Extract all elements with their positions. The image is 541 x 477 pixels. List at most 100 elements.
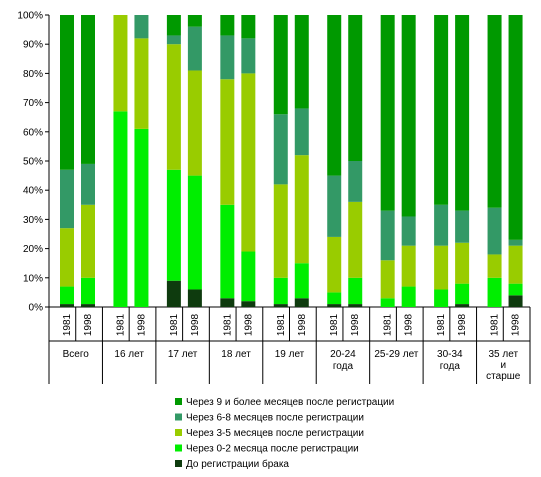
bar-segment xyxy=(60,15,74,170)
bar-segment xyxy=(220,204,235,299)
bar-segment xyxy=(327,292,342,305)
bar-segment xyxy=(401,15,416,217)
bar-segment xyxy=(113,15,128,112)
bar-segment xyxy=(401,286,416,307)
bar-segment xyxy=(241,251,256,302)
bar-segment xyxy=(166,15,181,36)
bars xyxy=(60,15,523,307)
bar-segment xyxy=(455,15,470,211)
bar-segment xyxy=(134,15,149,39)
year-label: 1981 xyxy=(329,313,340,336)
bar-segment xyxy=(434,15,449,205)
year-label: 1998 xyxy=(350,313,361,336)
category-label: 35 лет и старше xyxy=(486,349,521,382)
bar-segment xyxy=(327,304,342,307)
year-label: 1981 xyxy=(383,313,394,336)
legend-label: Через 3-5 месяцев после регистрации xyxy=(186,428,364,439)
legend-swatch xyxy=(175,398,182,405)
bar-segment xyxy=(327,236,342,293)
year-label: 1998 xyxy=(511,313,522,336)
y-tick-label: 50% xyxy=(23,157,43,168)
category-label: 17 лет xyxy=(168,349,198,360)
bar-segment xyxy=(241,73,256,252)
bar-segment xyxy=(273,277,288,305)
bar-segment xyxy=(273,304,288,307)
legend: Через 9 и более месяцев после регистраци… xyxy=(175,396,394,470)
legend-swatch xyxy=(175,413,182,421)
bar-segment xyxy=(134,128,149,307)
bar-segment xyxy=(60,286,74,305)
bar-segment xyxy=(487,254,502,278)
legend-label: Через 9 и более месяцев после регистраци… xyxy=(186,396,394,408)
bar-segment xyxy=(455,210,470,243)
bar-segment xyxy=(60,304,74,307)
year-label: 1998 xyxy=(83,313,94,336)
bar-segment xyxy=(187,70,202,176)
bar-segment xyxy=(166,280,181,307)
y-tick-label: 10% xyxy=(23,273,43,284)
bar-segment xyxy=(508,283,523,296)
legend-label: До регистрации брака xyxy=(186,458,289,470)
bar-segment xyxy=(380,210,395,261)
y-tick-label: 90% xyxy=(23,40,43,51)
bar-segment xyxy=(187,175,202,290)
bar-segment xyxy=(348,201,363,278)
bar-segment xyxy=(348,161,363,202)
category-label: 30-34 года xyxy=(437,349,463,372)
bar-segment xyxy=(273,114,288,185)
legend-label: Через 0-2 месяца после регистрации xyxy=(186,444,359,455)
bar-segment xyxy=(455,283,470,305)
bar-segment xyxy=(60,169,74,229)
bar-segment xyxy=(348,15,363,161)
year-label: 1981 xyxy=(276,313,287,336)
year-label: 1998 xyxy=(404,313,415,336)
bar-segment xyxy=(81,204,95,278)
y-tick-label: 0% xyxy=(29,303,44,314)
bar-segment xyxy=(508,15,523,240)
bar-segment xyxy=(380,298,395,307)
year-label: 1981 xyxy=(222,313,233,336)
bar-segment xyxy=(187,15,202,27)
bar-segment xyxy=(487,207,502,255)
y-tick-label: 20% xyxy=(23,244,43,255)
bar-segment xyxy=(327,15,342,176)
bar-segment xyxy=(294,108,309,156)
bar-segment xyxy=(401,245,416,287)
bar-segment xyxy=(487,15,502,208)
bar-segment xyxy=(401,216,416,246)
bar-segment xyxy=(455,242,470,284)
year-label: 1998 xyxy=(190,313,201,336)
bar-segment xyxy=(487,277,502,307)
legend-swatch xyxy=(175,429,182,436)
legend-label: Через 6-8 месяцев после регистрации xyxy=(186,413,364,424)
y-tick-label: 100% xyxy=(17,11,43,22)
legend-swatch xyxy=(175,460,182,467)
y-tick-label: 30% xyxy=(23,215,43,226)
bar-segment xyxy=(166,35,181,45)
year-label: 1998 xyxy=(297,313,308,336)
bar-segment xyxy=(134,38,149,129)
bar-segment xyxy=(348,304,363,307)
bar-segment xyxy=(187,26,202,71)
bar-segment xyxy=(508,295,523,307)
year-label: 1998 xyxy=(457,313,468,336)
year-label: 1981 xyxy=(436,313,447,336)
bar-segment xyxy=(81,304,95,307)
year-label: 1981 xyxy=(169,313,180,336)
bar-segment xyxy=(81,277,95,305)
bar-segment xyxy=(348,277,363,305)
year-label: 1981 xyxy=(115,313,126,336)
bar-segment xyxy=(327,175,342,237)
bar-segment xyxy=(294,263,309,299)
bar-segment xyxy=(241,38,256,74)
bar-segment xyxy=(434,289,449,307)
bar-segment xyxy=(241,15,256,39)
bar-segment xyxy=(434,204,449,246)
category-label: 18 лет xyxy=(221,349,251,360)
category-label: 20-24 года xyxy=(330,349,356,372)
bar-segment xyxy=(380,260,395,299)
bar-segment xyxy=(241,301,256,307)
bar-segment xyxy=(220,15,235,36)
category-label: 19 лет xyxy=(275,349,305,360)
